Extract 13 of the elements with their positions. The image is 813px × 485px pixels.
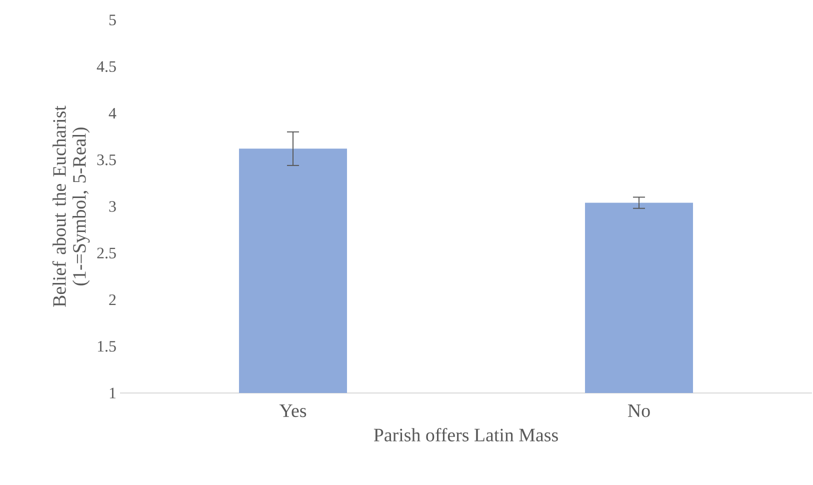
- x-tick-label: Yes: [279, 404, 306, 418]
- y-tick-label: 3: [109, 201, 116, 212]
- x-tick-label: No: [628, 404, 650, 418]
- y-tick-label: 2: [109, 294, 116, 306]
- y-axis-title: Belief about the Eucharist (1-=Symbol, 5-Real): [52, 106, 90, 307]
- y-tick-label: 4.5: [96, 61, 116, 72]
- y-tick-label: 4: [108, 108, 116, 118]
- y-tick-label: 3.5: [97, 154, 116, 166]
- y-tick-label: 1.5: [98, 341, 116, 352]
- x-axis-title: Parish offers Latin Mass: [374, 428, 558, 442]
- y-tick-label: 2.5: [97, 248, 116, 259]
- y-tick-label: 5: [109, 14, 116, 26]
- y-tick-label: 1: [110, 388, 116, 398]
